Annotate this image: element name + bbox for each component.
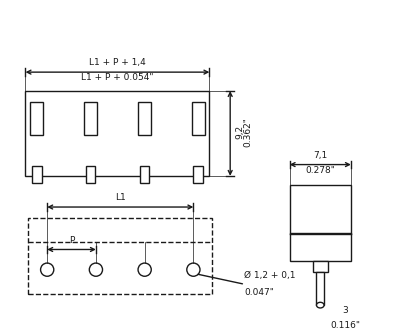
Text: L1 + P + 1,4: L1 + P + 1,4	[89, 58, 146, 67]
Circle shape	[40, 263, 54, 276]
Bar	[84, 102, 97, 135]
Text: Ø 1,2 + 0,1: Ø 1,2 + 0,1	[244, 271, 296, 280]
Text: L1: L1	[115, 193, 126, 202]
Text: 0.116": 0.116"	[330, 321, 360, 330]
Circle shape	[138, 263, 151, 276]
Text: 9,2: 9,2	[235, 124, 244, 139]
Bar	[32, 166, 42, 183]
Text: 3: 3	[342, 306, 348, 314]
Bar	[290, 185, 351, 234]
Bar	[86, 166, 95, 183]
Bar	[192, 102, 205, 135]
Bar	[316, 272, 324, 305]
Circle shape	[89, 263, 102, 276]
Text: 0.278": 0.278"	[305, 166, 335, 175]
Text: 0.047": 0.047"	[244, 287, 274, 297]
Ellipse shape	[316, 302, 324, 308]
Bar	[30, 102, 44, 135]
Text: P: P	[69, 236, 74, 245]
Bar	[313, 261, 328, 272]
Bar	[26, 91, 210, 176]
Bar	[138, 102, 151, 135]
Text: 0.362": 0.362"	[243, 116, 252, 147]
Bar	[193, 166, 203, 183]
Text: L1 + P + 0.054": L1 + P + 0.054"	[81, 73, 154, 82]
Bar	[290, 233, 351, 261]
Text: 7,1: 7,1	[313, 151, 327, 160]
Bar	[28, 218, 212, 294]
Bar	[140, 166, 149, 183]
Circle shape	[187, 263, 200, 276]
